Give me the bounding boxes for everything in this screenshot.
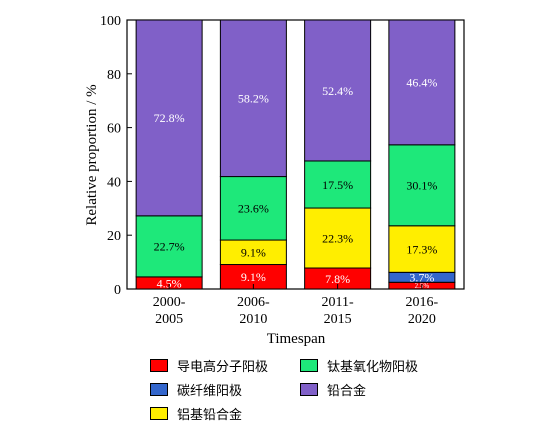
legend-item-4: 钛基氧化物阳极 [300, 356, 418, 375]
bar-segment-1-5 [135, 19, 203, 217]
y-tick-label-5: 100 [100, 14, 121, 29]
legend-swatch [300, 359, 318, 372]
bar-label-1-5: 72.8% [154, 111, 185, 125]
bar-segment-2-5 [219, 19, 287, 178]
bar-label-2-5: 58.2% [238, 92, 269, 106]
bar-label-3-5: 52.4% [322, 84, 353, 98]
legend-item-2: 碳纤维阳极 [150, 380, 242, 399]
y-tick-label-2: 40 [107, 175, 121, 190]
legend-label: 导电高分子阳极 [177, 360, 269, 375]
x-tick-label-3: 2016-2020 [406, 295, 439, 327]
bar-label-3-1: 7.8% [325, 272, 350, 286]
legend-label: 钛基氧化物阳极 [327, 360, 419, 375]
x-tick-label-0: 2000-2005 [153, 295, 186, 327]
bar-segment-3-3 [304, 207, 372, 269]
y-tick-label-4: 80 [107, 68, 121, 83]
legend-item-5: 铅合金 [300, 380, 366, 399]
legend-label: 铝基铅合金 [177, 408, 243, 423]
bar-label-4-4: 30.1% [406, 179, 437, 193]
bar-label-4-5: 46.4% [406, 76, 437, 90]
bar-label-4-3: 17.3% [406, 242, 437, 256]
bar-label-2-1: 9.1% [241, 270, 266, 284]
legend-label: 铅合金 [327, 384, 367, 399]
legend-label: 碳纤维阳极 [177, 384, 243, 399]
bar-segment-2-3 [219, 239, 287, 266]
legend-swatch [300, 383, 318, 396]
y-tick-label-3: 60 [107, 122, 121, 137]
legend-swatch [150, 383, 168, 396]
bar-segment-2-4 [219, 176, 287, 241]
bar-label-4-2: 3.7% [409, 271, 434, 285]
y-tick-label-0: 0 [114, 283, 121, 298]
bar-segment-3-5 [304, 19, 372, 162]
legend-item-1: 导电高分子阳极 [150, 356, 268, 375]
bar-label-2-3: 9.1% [241, 246, 266, 260]
bar-label-1-4: 22.7% [154, 240, 185, 254]
legend: 导电高分子阳极 钛基氧化物阳极碳纤维阳极 铅合金铝基铅合金 [150, 356, 450, 428]
bar-label-3-4: 17.5% [322, 178, 353, 192]
x-tick-label-2: 2011-2015 [322, 295, 354, 327]
y-tick-label-1: 20 [107, 229, 121, 244]
bar-segment-4-3 [388, 225, 456, 273]
bar-label-1-1: 4.5% [157, 276, 182, 290]
bar-segment-4-5 [388, 19, 456, 146]
bar-segment-3-4 [304, 160, 372, 209]
legend-swatch [150, 407, 168, 420]
bar-label-2-4: 23.6% [238, 202, 269, 216]
y-axis-title: Relative proportion / % [84, 84, 100, 225]
x-axis-title: Timespan [267, 331, 326, 347]
legend-item-3: 铝基铅合金 [150, 404, 242, 423]
plot-frame [126, 19, 465, 290]
x-tick-label-1: 2006-2010 [237, 295, 270, 327]
bar-segment-4-4 [388, 144, 456, 227]
bar-segment-1-4 [135, 215, 203, 278]
legend-swatch [150, 359, 168, 372]
bar-label-3-3: 22.3% [322, 231, 353, 245]
